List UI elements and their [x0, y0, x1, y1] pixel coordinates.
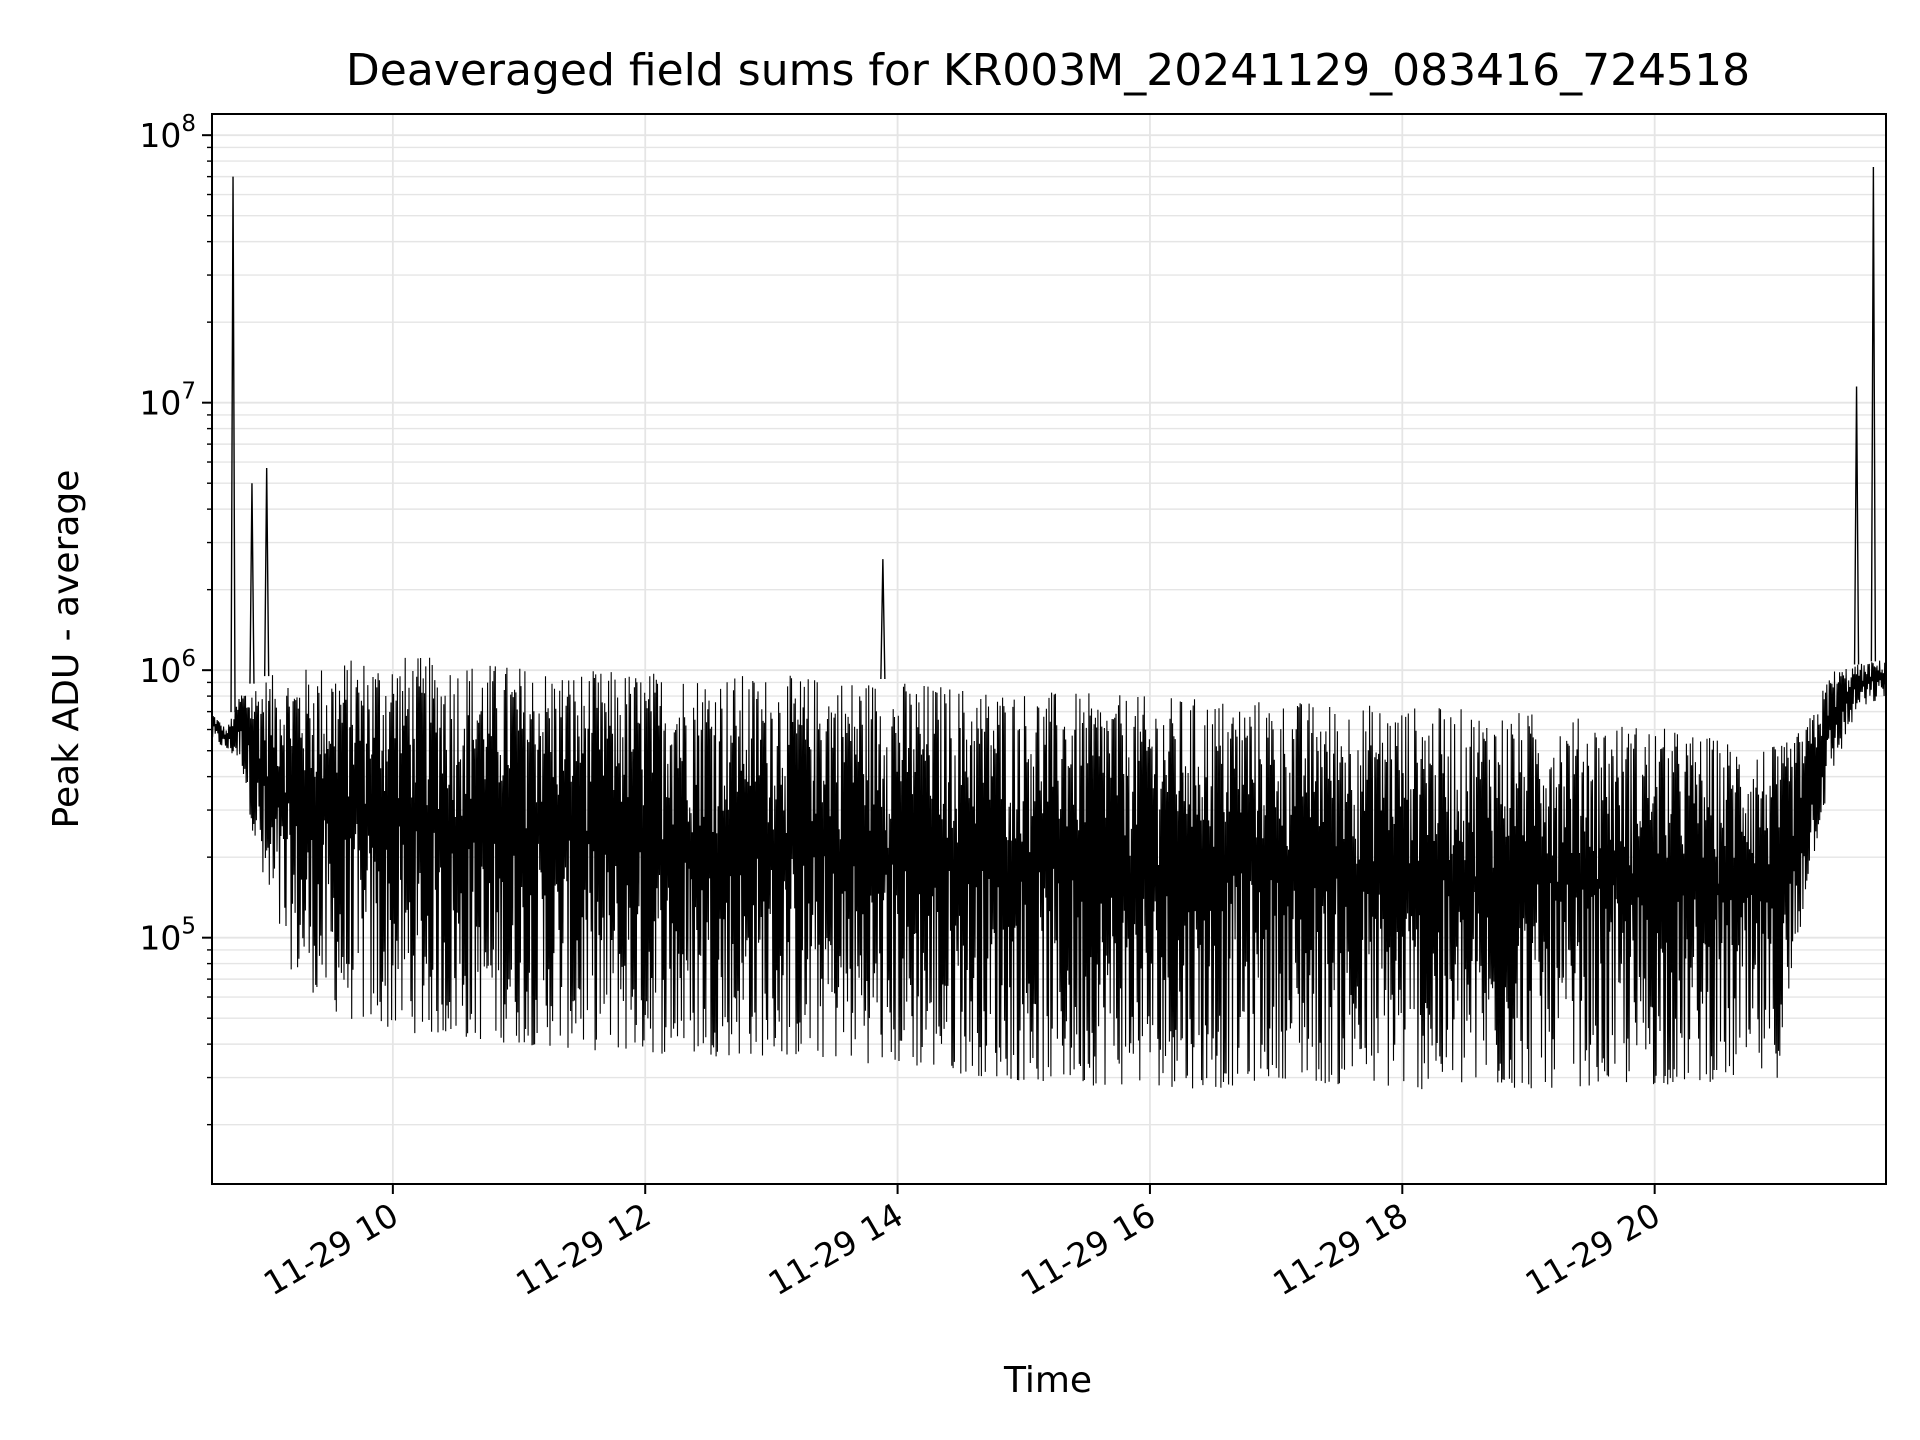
x-axis: 11-29 10 11-29 12 11-29 14 11-29 16 11-29 18… [257, 1184, 1667, 1303]
x-axis-label: Time [1003, 1360, 1092, 1401]
x-tick-label: 11-29 16 [1014, 1195, 1162, 1303]
peak-spike [230, 176, 236, 713]
y-tick-label: 108 [139, 111, 196, 155]
x-tick-label: 11-29 14 [762, 1195, 910, 1303]
y-axis: 105 106 107 108 [139, 111, 212, 1126]
data-line [211, 657, 1887, 1090]
x-tick-label: 11-29 12 [509, 1195, 657, 1303]
x-tick-label: 11-29 10 [257, 1195, 405, 1303]
y-axis-label: Peak ADU - average [46, 470, 87, 829]
peak-spike [880, 559, 886, 680]
plot-frame [211, 113, 1887, 1185]
x-tick-label: 11-29 18 [1266, 1195, 1414, 1303]
y-tick-label: 105 [139, 914, 196, 958]
chart-title: Deaveraged field sums for KR003M_2024112… [346, 45, 1750, 96]
series-line [211, 167, 1887, 1090]
peak-spike [263, 467, 270, 677]
y-tick-label: 107 [139, 379, 196, 423]
peak-spike [249, 483, 255, 684]
peak-spike [1853, 386, 1860, 665]
x-tick-label: 11-29 20 [1519, 1195, 1667, 1303]
y-tick-label: 106 [139, 646, 196, 690]
peak-spike [1870, 167, 1877, 662]
